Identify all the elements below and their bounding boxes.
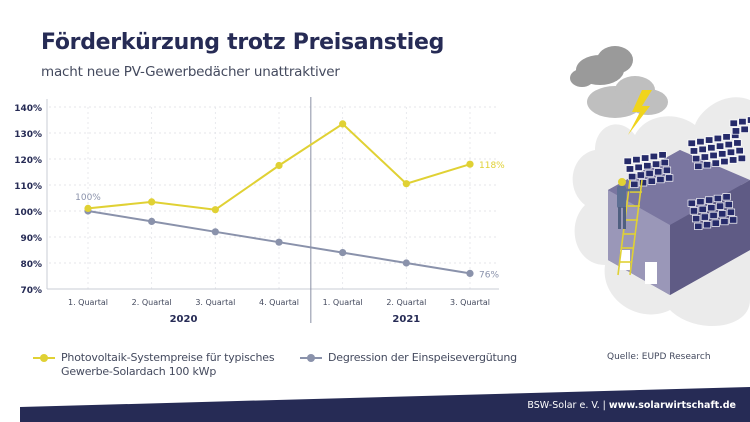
footer-credit: BSW-Solar e. V. | www.solarwirtschaft.de	[527, 400, 736, 411]
page-title: Förderkürzung trotz Preisanstieg	[41, 30, 445, 55]
data-point-degression	[466, 269, 474, 277]
data-point-systempreise	[148, 198, 156, 206]
legend-marker-yellow	[33, 353, 55, 363]
legend-item-degression: Degression der Einspeisevergütung	[300, 351, 517, 365]
y-tick-label: 130%	[14, 130, 42, 140]
x-group-label: 2020	[170, 314, 198, 325]
chart-series	[84, 120, 474, 277]
data-point-degression	[339, 249, 347, 257]
solar-roof-illustration	[570, 46, 750, 327]
y-tick-label: 90%	[20, 234, 42, 244]
x-tick-label: 3. Quartal	[450, 298, 490, 307]
ladder-icon	[617, 179, 643, 276]
data-point-degression	[148, 217, 156, 225]
legend-label-line2: Gewerbe-Solardach 100 kWp	[61, 365, 217, 378]
legend-label: Degression der Einspeisevergütung	[328, 351, 517, 364]
y-axis-tick-labels: 70% 80% 90% 100% 110% 120% 130% 140%	[14, 104, 42, 296]
worker-icon	[617, 178, 640, 229]
solar-panel	[623, 151, 674, 188]
data-point-systempreise	[275, 161, 283, 170]
data-point-systempreise	[211, 206, 219, 214]
legend-item-systempreise: Photovoltaik-Systempreise für typisches …	[33, 351, 275, 379]
x-tick-label: 3. Quartal	[195, 298, 235, 307]
data-point-systempreise	[84, 204, 92, 212]
footer-org: BSW-Solar e. V. |	[527, 400, 609, 411]
solar-panel	[729, 116, 750, 135]
solar-panels-icon	[623, 116, 750, 230]
x-tick-label: 1. Quartal	[323, 298, 363, 307]
x-tick-label: 1. Quartal	[68, 298, 108, 307]
lightning-icon	[628, 90, 652, 135]
y-tick-label: 120%	[14, 156, 42, 166]
x-tick-label: 4. Quartal	[259, 298, 299, 307]
solar-panel	[687, 131, 746, 170]
data-point-systempreise	[339, 120, 347, 128]
solar-panel	[687, 193, 738, 230]
data-point-degression	[275, 238, 283, 246]
legend-label-line1: Photovoltaik-Systempreise für typisches	[61, 351, 275, 364]
x-axis-tick-labels: 1. Quartal 2. Quartal 3. Quartal 4. Quartal…	[68, 298, 490, 325]
x-tick-label: 2. Quartal	[132, 298, 172, 307]
x-tick-label: 2. Quartal	[386, 298, 426, 307]
data-point-degression	[211, 228, 219, 236]
chart-annotations: 118% 76% 100%	[75, 161, 505, 280]
y-tick-label: 140%	[14, 104, 42, 114]
data-point-degression	[402, 259, 410, 267]
chart-grid	[49, 106, 499, 289]
end-label-degression: 76%	[479, 270, 499, 280]
page-subtitle: macht neue PV-Gewerbedächer unattraktive…	[41, 64, 340, 80]
start-label-degression: 100%	[75, 193, 101, 203]
source-note: Quelle: EUPD Research	[607, 352, 711, 362]
x-group-label: 2021	[392, 314, 420, 325]
y-tick-label: 80%	[20, 260, 42, 270]
y-tick-label: 70%	[20, 286, 42, 296]
chart-axes	[46, 97, 499, 323]
y-tick-label: 110%	[14, 182, 42, 192]
data-point-systempreise	[402, 180, 410, 188]
cloud-icon	[570, 46, 668, 118]
legend-marker-grey	[300, 353, 322, 363]
end-label-systempreise: 118%	[479, 161, 505, 171]
footer-url[interactable]: www.solarwirtschaft.de	[608, 400, 736, 411]
y-tick-label: 100%	[14, 208, 42, 218]
data-point-systempreise	[466, 160, 474, 168]
